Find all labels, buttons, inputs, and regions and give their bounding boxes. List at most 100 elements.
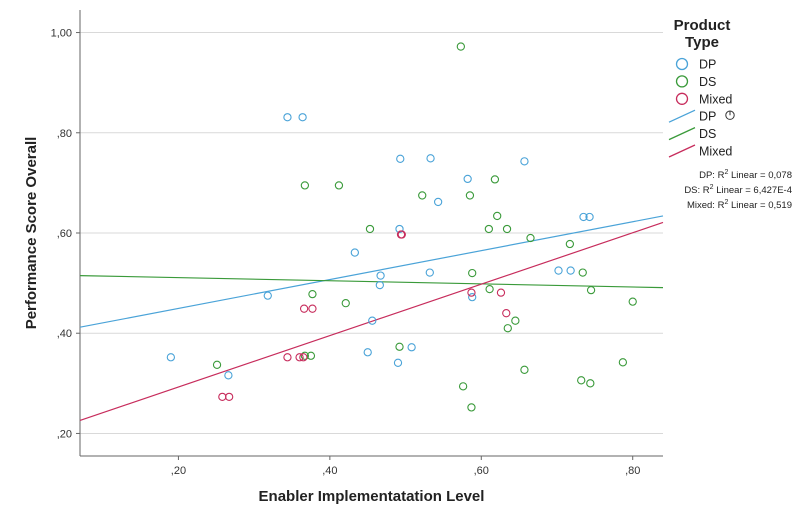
legend-title-line-1: Product — [674, 17, 731, 34]
point-dp — [350, 248, 359, 257]
legend-line-mixed — [668, 144, 696, 158]
axes — [79, 10, 663, 457]
point-ds — [578, 268, 587, 277]
point-ds — [526, 233, 535, 243]
point-dp — [554, 266, 563, 275]
y-axis-title: Performance Score Overall — [23, 137, 40, 330]
point-ds — [465, 191, 475, 200]
point-dp — [579, 212, 588, 222]
point-ds — [308, 289, 317, 299]
y-tick-label: ,40 — [57, 328, 72, 340]
point-dp — [395, 224, 404, 234]
point-dp — [425, 268, 434, 277]
point-ds — [212, 360, 222, 369]
point-dp — [368, 316, 377, 325]
x-tick-label: ,60 — [474, 465, 489, 477]
point-dp — [263, 291, 272, 300]
point-ds — [577, 376, 586, 385]
point-ds — [565, 239, 575, 249]
r-squared-annotations: DP: R2 Linear = 0,078 DS: R2 Linear = 6,4… — [684, 169, 792, 211]
x-tick-label: ,40 — [322, 465, 337, 477]
point-mixed — [502, 309, 511, 318]
legend-line-ds — [668, 127, 696, 141]
point-ds — [300, 181, 310, 190]
point-ds — [484, 224, 494, 234]
point-ds — [485, 284, 494, 294]
x-tick-label: ,80 — [625, 465, 640, 477]
point-dp — [298, 113, 307, 122]
point-ds — [502, 224, 512, 234]
y-tick-label: ,80 — [57, 128, 72, 140]
point-ds — [618, 358, 628, 367]
point-dp — [566, 266, 575, 275]
point-mixed — [299, 353, 308, 362]
point-ds — [493, 211, 502, 221]
point-ds — [628, 297, 637, 306]
r-squared-label: DS: R2 Linear = 6,427E-4 — [684, 184, 792, 196]
point-dp — [375, 280, 384, 290]
r-squared-label: DP: R2 Linear = 0,078 — [699, 169, 792, 181]
legend-label: DP — [699, 58, 716, 72]
point-mixed — [283, 353, 292, 362]
legend-label: Mixed — [699, 92, 732, 106]
point-ds — [300, 351, 310, 360]
point-ds — [334, 181, 344, 190]
x-axis-title: Enabler Implementatation Level — [259, 488, 485, 505]
point-mixed — [225, 392, 234, 402]
point-ds — [468, 268, 477, 278]
point-dp — [376, 271, 385, 280]
legend-label: DP — [699, 110, 716, 124]
point-mixed — [218, 392, 227, 402]
point-ds — [511, 316, 520, 325]
point-dp — [426, 154, 435, 163]
point-dp — [283, 113, 292, 122]
point-dp — [463, 174, 472, 184]
point-ds — [418, 191, 427, 200]
point-ds — [365, 224, 375, 234]
point-dp — [407, 343, 416, 352]
point-ds — [586, 285, 596, 295]
legend-line-dp — [668, 109, 696, 123]
legend-title-line-2: Type — [685, 34, 719, 51]
point-dp — [433, 197, 443, 207]
legend-label: DS — [699, 127, 716, 141]
hand-cursor-icon — [725, 110, 735, 120]
point-ds — [490, 175, 500, 184]
y-tick-label: ,20 — [57, 428, 72, 440]
point-ds — [520, 365, 529, 374]
point-ds — [341, 299, 350, 308]
legend-marker-dp — [675, 57, 689, 71]
point-ds — [306, 351, 316, 360]
y-tick-labels: ,20 ,40 ,60 ,80 1,00 — [51, 28, 72, 441]
point-mixed — [299, 304, 309, 313]
point-mixed — [496, 288, 506, 297]
point-mixed — [295, 353, 304, 362]
legend-items: DP DS Mixed DP DS Mixed — [668, 57, 735, 159]
point-ds — [467, 403, 476, 412]
point-dp — [468, 292, 477, 302]
point-ds — [586, 379, 595, 388]
point-dp — [363, 348, 372, 357]
fit-line-dp — [79, 215, 664, 328]
fit-line-ds — [79, 274, 664, 289]
data-points — [166, 42, 637, 412]
point-ds — [395, 342, 404, 351]
legend-marker-ds — [675, 75, 689, 88]
legend: Product Type DP DS Mixed DP DS Mixed DP: R2 L… — [668, 17, 792, 211]
r-squared-label: Mixed: R2 Linear = 0,519 — [687, 199, 792, 211]
y-tick-label: ,60 — [57, 228, 72, 240]
legend-label: Mixed — [699, 145, 732, 159]
point-mixed — [467, 288, 476, 297]
point-mixed — [397, 230, 406, 239]
point-ds — [503, 324, 512, 333]
y-tick-label: 1,00 — [51, 28, 72, 40]
point-dp — [520, 157, 529, 166]
point-dp — [585, 212, 594, 222]
point-ds — [456, 42, 465, 51]
point-dp — [166, 353, 176, 362]
point-dp — [393, 358, 403, 367]
point-dp — [396, 154, 405, 163]
fit-line-mixed — [79, 221, 664, 421]
x-tick-label: ,20 — [171, 465, 186, 477]
